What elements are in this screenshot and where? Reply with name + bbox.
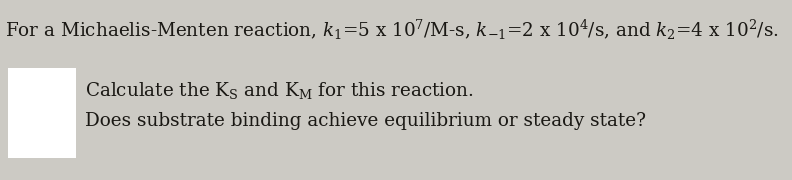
Bar (8, 68, 76, 158)
Text: Does substrate binding achieve equilibrium or steady state?: Does substrate binding achieve equilibri… (85, 112, 646, 130)
Text: Calculate the K$_\mathrm{S}$ and K$_\mathrm{M}$ for this reaction.: Calculate the K$_\mathrm{S}$ and K$_\mat… (85, 80, 474, 101)
Text: For a Michaelis-Menten reaction, $k_1$=5 x 10$^7$/M-s, $k_{-1}$=2 x 10$^4$/s, an: For a Michaelis-Menten reaction, $k_1$=5… (5, 18, 779, 42)
